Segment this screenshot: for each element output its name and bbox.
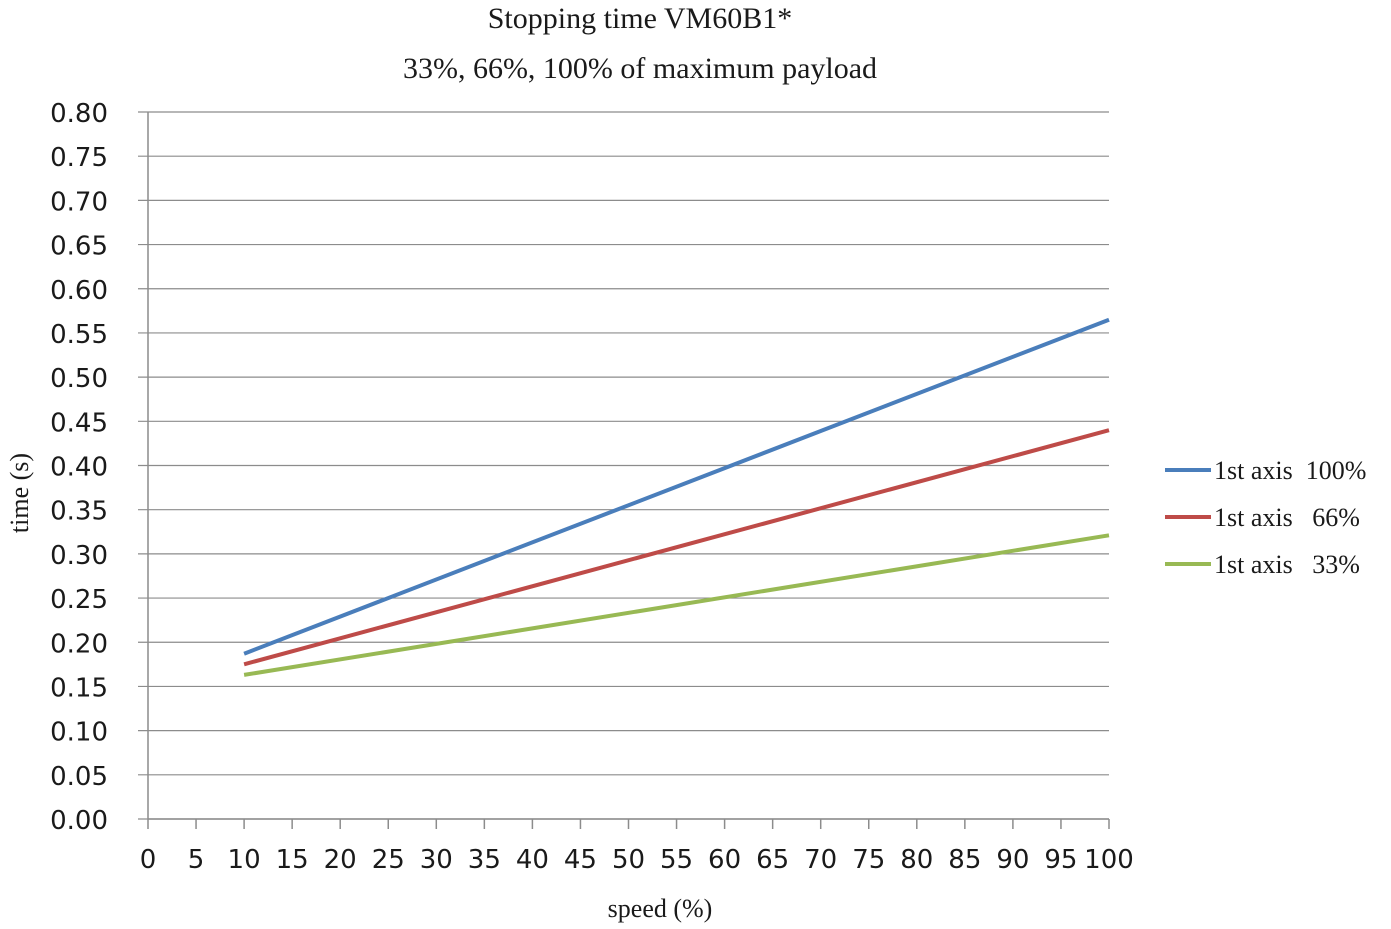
chart-subtitle: 33%, 66%, 100% of maximum payload bbox=[403, 52, 877, 85]
x-tick-label: 75 bbox=[852, 845, 885, 875]
y-tick-label: 0.60 bbox=[50, 276, 108, 306]
x-tick-label: 90 bbox=[996, 845, 1029, 875]
x-tick-label: 85 bbox=[948, 845, 981, 875]
y-tick-label: 0.50 bbox=[50, 364, 108, 394]
legend-label-2: 1st axis 66% bbox=[1214, 503, 1360, 532]
series-lines bbox=[243, 317, 1110, 677]
legend: 1st axis 100% 1st axis 66% 1st axis 33% bbox=[1165, 456, 1366, 579]
series-line-2 bbox=[243, 428, 1110, 667]
x-axis-label: speed (%) bbox=[608, 894, 713, 923]
y-tick-label: 0.40 bbox=[50, 453, 108, 483]
axes bbox=[147, 112, 1110, 829]
y-axis-label: time (s) bbox=[5, 453, 34, 533]
y-tick-label: 0.70 bbox=[50, 187, 108, 217]
grid-lines bbox=[138, 111, 1109, 820]
x-tick-label: 100 bbox=[1084, 845, 1134, 875]
x-tick-label: 95 bbox=[1044, 845, 1077, 875]
x-tick-label: 45 bbox=[564, 845, 597, 875]
y-tick-label: 0.65 bbox=[50, 232, 108, 262]
x-tick-label: 0 bbox=[140, 845, 157, 875]
x-tick-labels: 0 5 10 15 20 25 30 35 40 45 50 55 60 65 70 75 80 85 90 95 10… bbox=[140, 845, 1134, 875]
x-tick-label: 70 bbox=[804, 845, 837, 875]
legend-label-1: 1st axis 100% bbox=[1214, 456, 1366, 485]
x-tick-label: 40 bbox=[516, 845, 549, 875]
x-tick-label: 50 bbox=[612, 845, 645, 875]
series-line-3 bbox=[243, 533, 1110, 677]
y-tick-label: 0.30 bbox=[50, 541, 108, 571]
y-tick-label: 0.35 bbox=[50, 497, 108, 527]
x-tick-label: 15 bbox=[276, 845, 309, 875]
y-tick-label: 0.80 bbox=[50, 99, 108, 129]
y-tick-label: 0.45 bbox=[50, 408, 108, 438]
x-tick-label: 60 bbox=[708, 845, 741, 875]
chart-title: Stopping time VM60B1* bbox=[488, 2, 792, 35]
x-tick-label: 5 bbox=[188, 845, 205, 875]
x-tick-label: 25 bbox=[372, 845, 405, 875]
y-tick-label: 0.10 bbox=[50, 718, 108, 748]
y-tick-label: 0.05 bbox=[50, 762, 108, 792]
series-line-1 bbox=[243, 317, 1110, 656]
x-tick-label: 65 bbox=[756, 845, 789, 875]
y-tick-label: 0.00 bbox=[50, 806, 108, 836]
y-tick-labels: 0.00 0.05 0.10 0.15 0.20 0.25 0.30 0.35 0.40 0.45… bbox=[50, 99, 108, 836]
y-tick-label: 0.15 bbox=[50, 673, 108, 703]
y-tick-label: 0.75 bbox=[50, 143, 108, 173]
x-tick-label: 30 bbox=[420, 845, 453, 875]
x-tick-label: 20 bbox=[324, 845, 357, 875]
y-tick-label: 0.25 bbox=[50, 585, 108, 615]
x-tick-label: 10 bbox=[228, 845, 261, 875]
y-tick-label: 0.55 bbox=[50, 320, 108, 350]
x-tick-label: 80 bbox=[900, 845, 933, 875]
y-tick-label: 0.20 bbox=[50, 629, 108, 659]
legend-label-3: 1st axis 33% bbox=[1214, 550, 1360, 579]
x-tick-label: 55 bbox=[660, 845, 693, 875]
x-tick-label: 35 bbox=[468, 845, 501, 875]
